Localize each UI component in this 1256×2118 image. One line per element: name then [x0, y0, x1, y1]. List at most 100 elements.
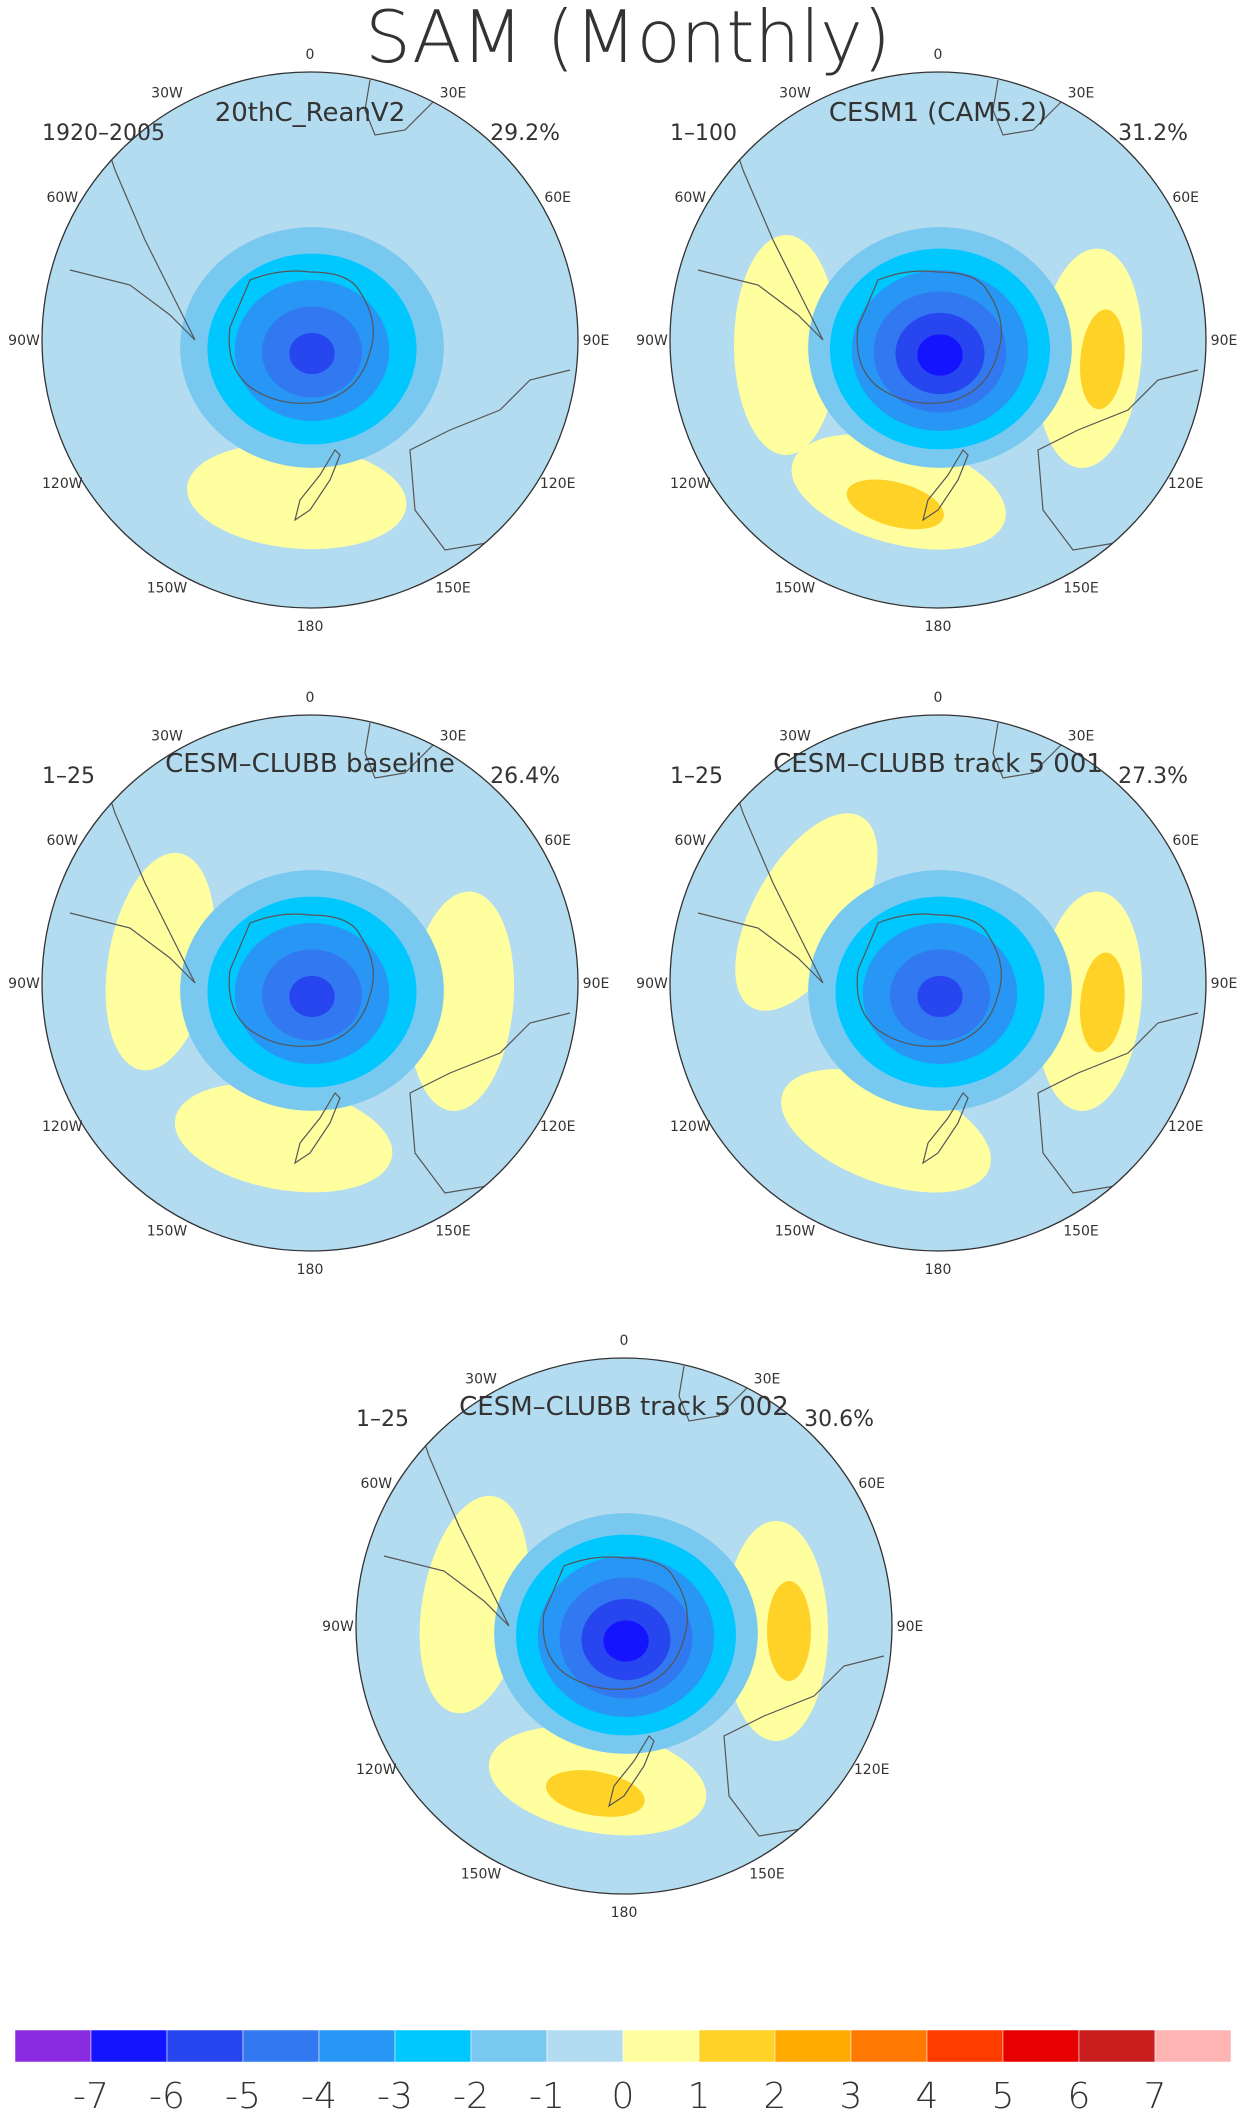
colorbar-swatch	[1078, 2029, 1156, 2063]
panel-period: 1–25	[356, 1407, 409, 1432]
south-america-coastline	[697, 109, 824, 341]
positive-core	[846, 479, 944, 530]
longitude-label: 180	[297, 619, 324, 635]
colorbar-swatch	[470, 2029, 548, 2063]
longitude-label: 0	[934, 690, 943, 706]
longitude-label: 30W	[151, 728, 183, 744]
new-zealand-coastline	[922, 1092, 969, 1165]
colorbar-tick-label: 5	[992, 2076, 1015, 2117]
longitude-label: 60E	[544, 833, 571, 849]
map-panel-2: CESM1 (CAM5.2) 1–100 31.2% 0 30E 60E 90E 120E 15…	[636, 47, 1237, 635]
colorbar-tick-label: 3	[840, 2076, 863, 2117]
longitude-label: 90W	[8, 976, 40, 992]
longitude-label: 60W	[46, 190, 78, 206]
colorbar-swatch	[318, 2029, 396, 2063]
map-panels: 20thC_ReanV2 1920–2005 29.2% 0 30E 60E 90E 120E…	[8, 47, 1237, 1921]
positive-core	[545, 1770, 645, 1817]
map-border	[355, 1357, 893, 1895]
panel-variance: 26.4%	[490, 764, 560, 789]
south-america-coastline	[383, 1395, 510, 1627]
panel-title: CESM–CLUBB track 5 001	[773, 749, 1103, 779]
positive-core	[1080, 952, 1125, 1053]
colorbar-tick-label: 2	[764, 2076, 787, 2117]
colorbar-tick-label: -5	[225, 2076, 261, 2117]
colorbar-swatch	[90, 2029, 168, 2063]
south-america-coastline	[697, 752, 824, 984]
longitude-label: 0	[306, 47, 315, 63]
colorbar-tick-label: 6	[1068, 2076, 1091, 2117]
longitude-label: 90W	[636, 976, 668, 992]
new-zealand-coastline	[294, 1092, 341, 1165]
longitude-label: 90W	[636, 333, 668, 349]
panel-title: CESM–CLUBB baseline	[165, 749, 455, 779]
panel-title: CESM1 (CAM5.2)	[829, 98, 1047, 128]
colorbar-swatch	[1002, 2029, 1080, 2063]
longitude-label: 90E	[1211, 976, 1238, 992]
longitude-label: 120E	[1168, 476, 1204, 492]
colorbar-swatch	[622, 2029, 700, 2063]
longitude-label: 60E	[544, 190, 571, 206]
panel-period: 1–25	[670, 764, 723, 789]
colorbar-swatch	[850, 2029, 928, 2063]
longitude-label: 120W	[42, 476, 83, 492]
map-border	[41, 71, 579, 609]
longitude-label: 90E	[897, 1619, 924, 1635]
longitude-label: 150W	[461, 1867, 502, 1883]
colorbar-tick-label: -7	[73, 2076, 109, 2117]
antarctica-coastline	[228, 270, 374, 404]
longitude-label: 90E	[583, 976, 610, 992]
longitude-label: 60W	[674, 190, 706, 206]
colorbar-swatch	[774, 2029, 852, 2063]
longitude-label: 0	[934, 47, 943, 63]
longitude-label: 0	[306, 690, 315, 706]
longitude-label: 90E	[583, 333, 610, 349]
antarctica-coastline	[228, 913, 374, 1047]
longitude-label: 180	[925, 619, 952, 635]
colorbar-tick-label: 4	[916, 2076, 939, 2117]
new-zealand-coastline	[922, 449, 969, 522]
negative-contour	[289, 975, 335, 1018]
positive-lobe	[734, 235, 838, 455]
longitude-label: 30W	[779, 85, 811, 101]
positive-lobe	[408, 891, 515, 1111]
longitude-label: 30E	[754, 1371, 781, 1387]
colorbar-swatch	[698, 2029, 776, 2063]
antarctica-coastline	[856, 913, 1002, 1047]
new-zealand-coastline	[608, 1735, 655, 1808]
colorbar-tick-label: 1	[688, 2076, 711, 2117]
panel-variance: 27.3%	[1118, 764, 1188, 789]
longitude-label: 60W	[360, 1476, 392, 1492]
panel-title: CESM–CLUBB track 5 002	[459, 1392, 789, 1422]
longitude-label: 0	[620, 1333, 629, 1349]
longitude-label: 150W	[147, 581, 188, 597]
longitude-label: 120E	[1168, 1119, 1204, 1135]
longitude-label: 150W	[775, 1224, 816, 1240]
colorbar-swatch	[394, 2029, 472, 2063]
longitude-label: 120E	[540, 1119, 576, 1135]
figure-title: SAM (Monthly)	[365, 0, 891, 79]
colorbar-swatch	[1154, 2029, 1232, 2063]
positive-lobe	[735, 813, 878, 1011]
longitude-label: 90W	[322, 1619, 354, 1635]
longitude-label: 120W	[356, 1762, 397, 1778]
longitude-label: 180	[611, 1905, 638, 1921]
longitude-label: 60E	[1172, 833, 1199, 849]
longitude-label: 60E	[858, 1476, 885, 1492]
positive-lobe	[174, 1083, 393, 1193]
map-panel-5: CESM–CLUBB track 5 002 1–25 30.6% 0 30E 60E 90…	[322, 1333, 923, 1921]
colorbar-swatch	[166, 2029, 244, 2063]
antarctica-coastline	[542, 1556, 688, 1690]
colorbar-swatch	[926, 2029, 1004, 2063]
longitude-label: 30W	[779, 728, 811, 744]
map-border	[669, 71, 1207, 609]
colorbar-tick-label: 0	[612, 2076, 635, 2117]
negative-contour	[289, 332, 335, 375]
map-panel-3: CESM–CLUBB baseline 1–25 26.4% 0 30E 60E 90E 12…	[8, 690, 609, 1278]
panel-period: 1920–2005	[42, 121, 165, 146]
longitude-label: 60W	[674, 833, 706, 849]
map-border	[41, 714, 579, 1252]
longitude-label: 150E	[435, 1224, 471, 1240]
panel-variance: 29.2%	[490, 121, 560, 146]
longitude-label: 90E	[1211, 333, 1238, 349]
longitude-label: 180	[297, 1262, 324, 1278]
